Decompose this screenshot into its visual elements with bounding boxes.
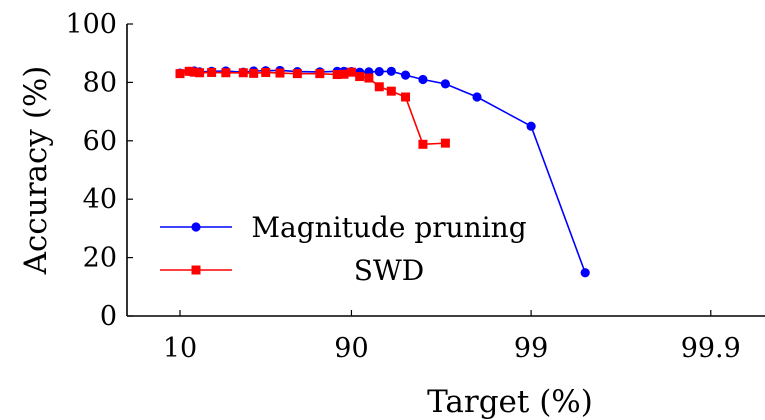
data-point <box>249 68 259 78</box>
x-axis-title: Target (%) <box>427 384 593 420</box>
x-tick-label: 10 <box>163 333 197 364</box>
data-point <box>184 66 194 76</box>
data-point <box>221 68 231 78</box>
legend-marker <box>191 265 201 275</box>
data-point <box>386 66 396 76</box>
legend: Magnitude pruning SWD <box>160 211 527 287</box>
data-point <box>418 74 428 85</box>
data-point <box>238 68 248 78</box>
data-point <box>346 67 356 77</box>
data-point <box>400 70 411 80</box>
data-point <box>275 68 285 78</box>
legend-label: Magnitude pruning <box>251 211 526 244</box>
data-point <box>332 70 342 80</box>
data-point <box>440 138 450 148</box>
y-tick-label: 80 <box>83 67 117 98</box>
data-point <box>472 92 482 102</box>
data-point <box>386 86 396 96</box>
data-point <box>189 67 199 77</box>
data-point <box>292 69 302 79</box>
data-point <box>440 79 450 89</box>
y-tick-label: 40 <box>83 184 117 215</box>
y-tick-label: 0 <box>100 301 117 332</box>
data-point <box>374 66 384 77</box>
y-axis-title: Accuracy (%) <box>18 66 54 276</box>
x-tick-label: 99.9 <box>681 333 741 364</box>
y-tick-label: 20 <box>83 243 117 274</box>
y-tick-label: 100 <box>65 9 117 40</box>
data-point <box>175 69 185 79</box>
series-line-1 <box>179 70 446 146</box>
data-point <box>195 68 205 78</box>
data-point <box>580 268 590 278</box>
x-tick-label: 99 <box>514 333 548 364</box>
data-point <box>315 69 325 79</box>
data-point <box>418 139 428 149</box>
series-layer <box>175 65 590 278</box>
data-point <box>355 72 365 82</box>
data-point <box>364 73 374 83</box>
data-point <box>374 82 384 92</box>
data-point <box>207 67 217 77</box>
data-point <box>401 92 411 102</box>
x-tick-label: 90 <box>334 333 368 364</box>
data-point <box>526 121 536 131</box>
data-point <box>261 67 271 77</box>
data-point <box>339 69 349 79</box>
legend-label: SWD <box>354 254 424 287</box>
plot-axes: 0 20 40 60 80 100 10 90 99 99.9 Target (%) Accuracy… <box>18 9 765 420</box>
legend-marker <box>191 222 201 232</box>
y-tick-label: 60 <box>83 126 117 157</box>
